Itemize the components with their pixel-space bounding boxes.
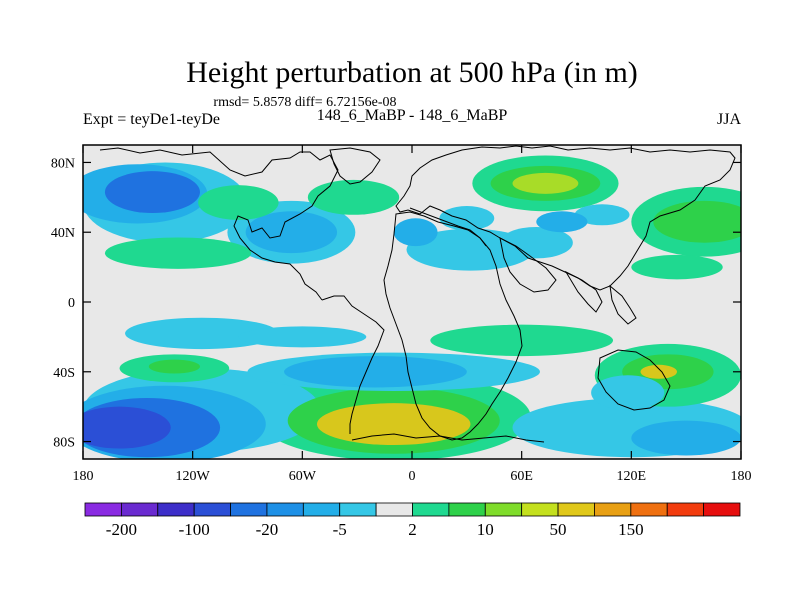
colorbar-swatch-4 (193, 502, 231, 517)
eurasia-outline (395, 145, 736, 291)
left-label: Expt = teyDe1-teyDe (83, 111, 220, 128)
india-outline (564, 270, 603, 313)
contour-region-21 (83, 406, 171, 449)
contour-region-40 (640, 364, 678, 379)
y-tick-label-3: 40S (53, 366, 75, 381)
chart-subtitle: rmsd= 5.8578 diff= 6.72156e-08 (213, 95, 396, 110)
colorbar-label-4: -5 (333, 520, 347, 539)
contour-region-31 (591, 375, 665, 411)
axes: 180 120W 60W 0 60E 120E 180 80N 40N 0 40S 80S (51, 145, 752, 484)
contour-region-18 (125, 317, 279, 350)
colorbar-swatch-13 (521, 502, 559, 517)
colorbar-swatch-2 (120, 502, 159, 517)
colorbar-swatch-17 (666, 502, 705, 517)
contour-region-14 (316, 403, 471, 446)
colorbar-label-6: 10 (477, 520, 494, 539)
chart-title: Height perturbation at 500 hPa (in m) (186, 56, 638, 89)
y-tick-label-4: 80S (53, 436, 75, 451)
contour-region-23 (245, 211, 338, 254)
greenland-outline (329, 147, 381, 185)
colorbar-swatch-7 (302, 502, 341, 517)
x-tick-label-0: 180 (73, 469, 94, 484)
colorbar-swatch-14 (557, 502, 595, 517)
x-tick-label-3: 0 (409, 469, 416, 484)
colorbar-label-3: -20 (256, 520, 279, 539)
contour-region-37 (574, 204, 630, 226)
map-plot (83, 145, 741, 459)
colorbar-swatch-18 (703, 502, 741, 517)
colorbar-swatch-5 (230, 502, 268, 517)
x-tick-label-5: 120E (617, 469, 647, 484)
x-tick-label-2: 60W (289, 469, 317, 484)
x-tick-label-1: 120W (176, 469, 211, 484)
colorbar-swatch-8 (339, 502, 377, 517)
contour-region-22 (104, 171, 200, 214)
contour-region-32 (499, 226, 573, 259)
colorbar-swatch-15 (594, 502, 632, 517)
colorbar-swatch-1 (84, 502, 122, 517)
contour-region-33 (631, 254, 723, 280)
colorbar-swatch-16 (630, 502, 668, 517)
colorbar-swatch-10 (412, 502, 450, 517)
colorbar-swatch-9 (375, 502, 413, 517)
southeast-asia-outline (609, 284, 637, 325)
y-tick-label-1: 40N (51, 226, 75, 241)
contour-region-30 (238, 326, 367, 348)
arabia-outline (499, 237, 557, 293)
right-label: JJA (717, 111, 741, 128)
y-tick-label-0: 80N (51, 156, 75, 171)
colorbar-swatch-11 (448, 502, 486, 517)
north-america-outline (99, 147, 339, 301)
contour-region-15 (284, 356, 467, 388)
contour-region-26 (307, 179, 400, 215)
contour-fields (83, 155, 741, 459)
africa-outline (383, 211, 523, 441)
colorbar-swatch-12 (484, 502, 523, 517)
x-tick-label-4: 60E (510, 469, 533, 484)
contour-region-36 (393, 218, 438, 247)
colorbar: -200 -100 -20 -5 2 10 50 150 (84, 502, 741, 539)
contour-region-38 (536, 211, 588, 233)
colorbar-label-1: -200 (106, 520, 137, 539)
antarctica-outline (351, 433, 545, 443)
center-label: 148_6_MaBP - 148_6_MaBP (317, 107, 508, 124)
y-tick-label-2: 0 (68, 296, 75, 311)
contour-region-39 (148, 359, 200, 374)
colorbar-swatch-6 (266, 502, 304, 517)
colorbar-label-7: 50 (550, 520, 567, 539)
contour-region-19 (104, 237, 252, 269)
x-tick-label-6: 180 (731, 469, 752, 484)
colorbar-label-8: 150 (618, 520, 644, 539)
contour-region-34 (512, 172, 579, 194)
colorbar-swatch-3 (157, 502, 195, 517)
colorbar-label-5: 2 (408, 520, 417, 539)
contour-region-25 (631, 420, 741, 456)
south-america-outline (321, 295, 385, 434)
australia-outline (597, 349, 671, 411)
contour-region-35 (439, 206, 495, 231)
colorbar-label-2: -100 (179, 520, 210, 539)
coastline-outline (99, 145, 736, 443)
contour-region-29 (198, 185, 279, 221)
